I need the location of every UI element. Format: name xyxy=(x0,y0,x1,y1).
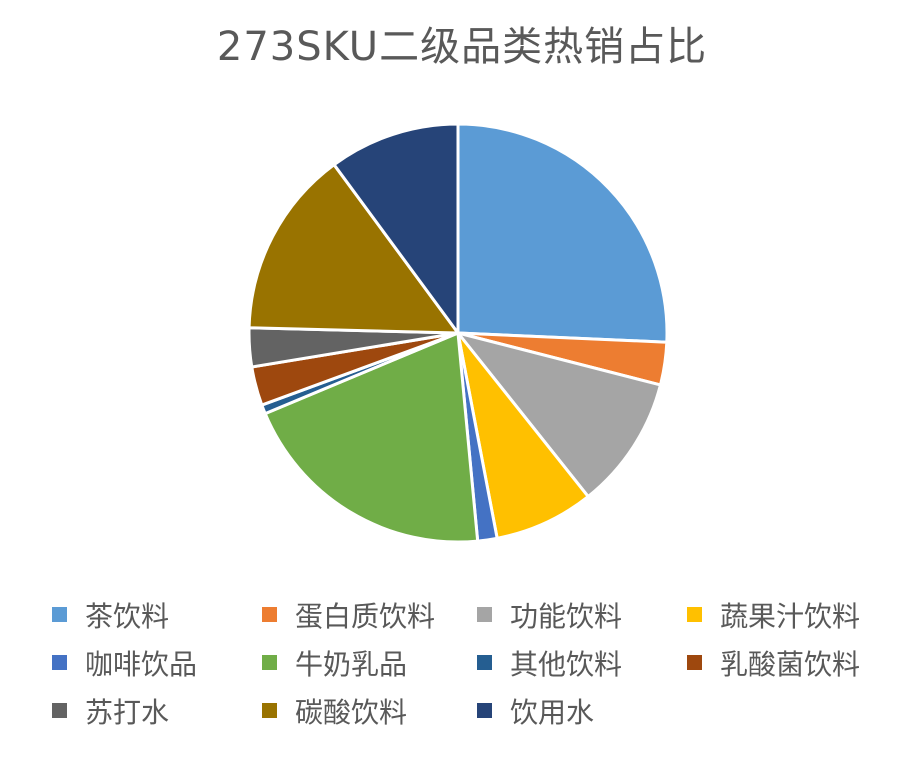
legend-label: 饮用水 xyxy=(510,695,595,729)
legend-label: 蔬果汁饮料 xyxy=(720,599,861,633)
legend-label: 碳酸饮料 xyxy=(295,695,408,729)
legend-item: 乳酸菌饮料 xyxy=(687,646,912,681)
legend-swatch xyxy=(262,703,277,718)
chart-legend: 茶饮料 蛋白质饮料 功能饮料 蔬果汁饮料咖啡饮品 牛奶乳品 其他饮料 乳酸菌饮料苏打水 碳酸饮… xyxy=(52,598,912,729)
legend-label: 咖啡饮品 xyxy=(85,647,198,681)
pie-slice-1 xyxy=(456,122,669,344)
legend-item: 饮用水 xyxy=(477,694,687,729)
legend-label: 茶饮料 xyxy=(85,599,170,633)
legend-item: 蛋白质饮料 xyxy=(262,598,477,633)
pie-slice-3 xyxy=(456,331,662,499)
legend-label: 苏打水 xyxy=(85,695,170,729)
legend-item: 功能饮料 xyxy=(477,598,687,633)
legend-label: 乳酸菌饮料 xyxy=(720,647,861,681)
legend-swatch xyxy=(687,655,702,670)
pie-slice-10 xyxy=(247,163,460,335)
legend-item: 其他饮料 xyxy=(477,646,687,681)
legend-swatch xyxy=(477,607,492,622)
legend-swatch xyxy=(262,655,277,670)
legend-swatch xyxy=(477,655,492,670)
legend-swatch xyxy=(262,607,277,622)
legend-swatch xyxy=(52,655,67,670)
legend-item: 牛奶乳品 xyxy=(262,646,477,681)
legend-item: 碳酸饮料 xyxy=(262,694,477,729)
pie-slice-4 xyxy=(456,331,590,540)
legend-swatch xyxy=(52,703,67,718)
legend-swatch xyxy=(687,607,702,622)
chart-title: 273SKU二级品类热销占比 xyxy=(216,24,708,70)
legend-label: 其他饮料 xyxy=(510,647,623,681)
legend-label: 牛奶乳品 xyxy=(295,647,408,681)
pie-slice-6 xyxy=(263,331,480,544)
legend-label: 功能饮料 xyxy=(510,599,623,633)
legend-swatch xyxy=(52,607,67,622)
pie-slices xyxy=(247,122,669,544)
legend-swatch xyxy=(477,703,492,718)
legend-item: 蔬果汁饮料 xyxy=(687,598,912,633)
legend-item: 咖啡饮品 xyxy=(52,646,262,681)
legend-item: 苏打水 xyxy=(52,694,262,729)
legend-label: 蛋白质饮料 xyxy=(295,599,436,633)
legend-item: 茶饮料 xyxy=(52,598,262,633)
pie-slice-11 xyxy=(332,122,460,335)
